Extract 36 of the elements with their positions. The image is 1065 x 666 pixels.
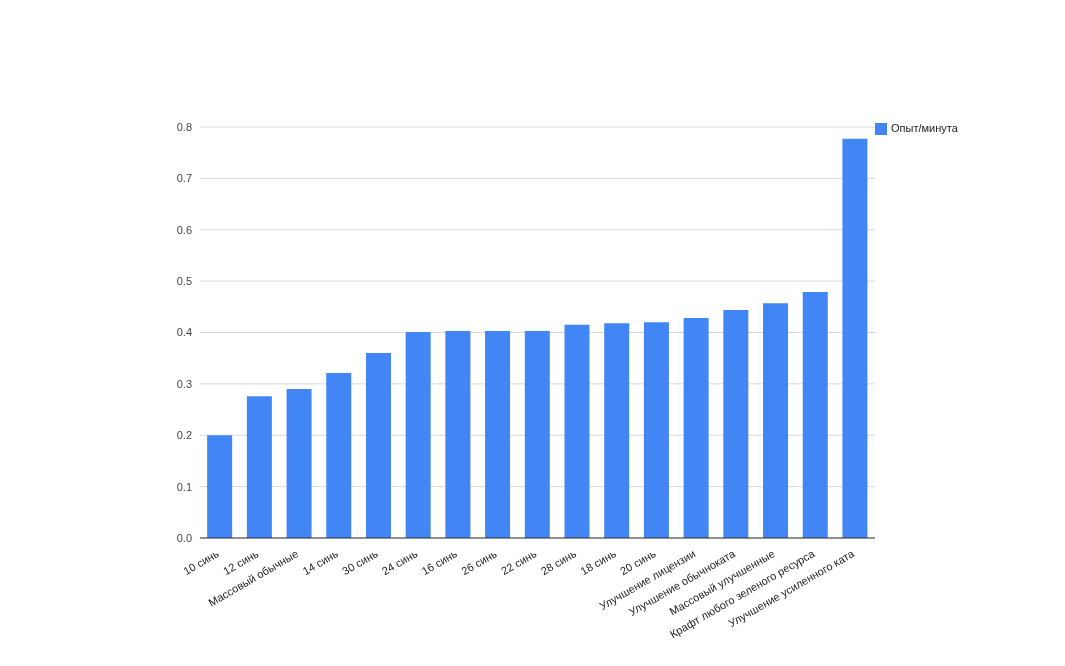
- y-tick-label: 0.1: [176, 480, 192, 493]
- bar: [445, 330, 471, 538]
- bar: [723, 309, 749, 538]
- bar: [683, 318, 709, 538]
- bar: [802, 291, 828, 538]
- bar: [643, 322, 669, 538]
- x-tick-label: 10 синь: [181, 547, 222, 578]
- y-tick-label: 0.3: [176, 377, 192, 390]
- y-tick-label: 0.0: [176, 531, 192, 544]
- bar: [246, 396, 272, 538]
- bar: [763, 303, 789, 538]
- bar: [405, 331, 431, 538]
- y-tick-label: 0.5: [176, 275, 192, 288]
- y-tick-label: 0.7: [176, 172, 192, 185]
- bar: [842, 138, 868, 538]
- y-tick-label: 0.8: [176, 120, 192, 133]
- y-tick-label: 0.2: [176, 429, 192, 442]
- bar: [286, 389, 312, 538]
- x-tick-label: 28 синь: [538, 547, 579, 578]
- bar: [326, 373, 352, 538]
- x-tick-label: 14 синь: [300, 547, 341, 578]
- x-tick-label: 16 синь: [419, 547, 460, 578]
- x-tick-label: 22 синь: [498, 547, 539, 578]
- bar: [365, 353, 391, 538]
- x-tick-label: 18 синь: [578, 547, 619, 578]
- bar: [485, 330, 511, 538]
- bar: [524, 330, 550, 538]
- x-tick-label: 24 синь: [379, 547, 420, 578]
- x-tick-label: 26 синь: [459, 547, 500, 578]
- bar: [207, 435, 233, 538]
- bar: [564, 324, 590, 538]
- y-tick-label: 0.4: [176, 326, 192, 339]
- x-tick-label: 30 синь: [340, 547, 380, 578]
- y-tick-label: 0.6: [176, 223, 192, 236]
- legend-label: Опыт/минута: [891, 122, 958, 134]
- bar: [604, 323, 630, 538]
